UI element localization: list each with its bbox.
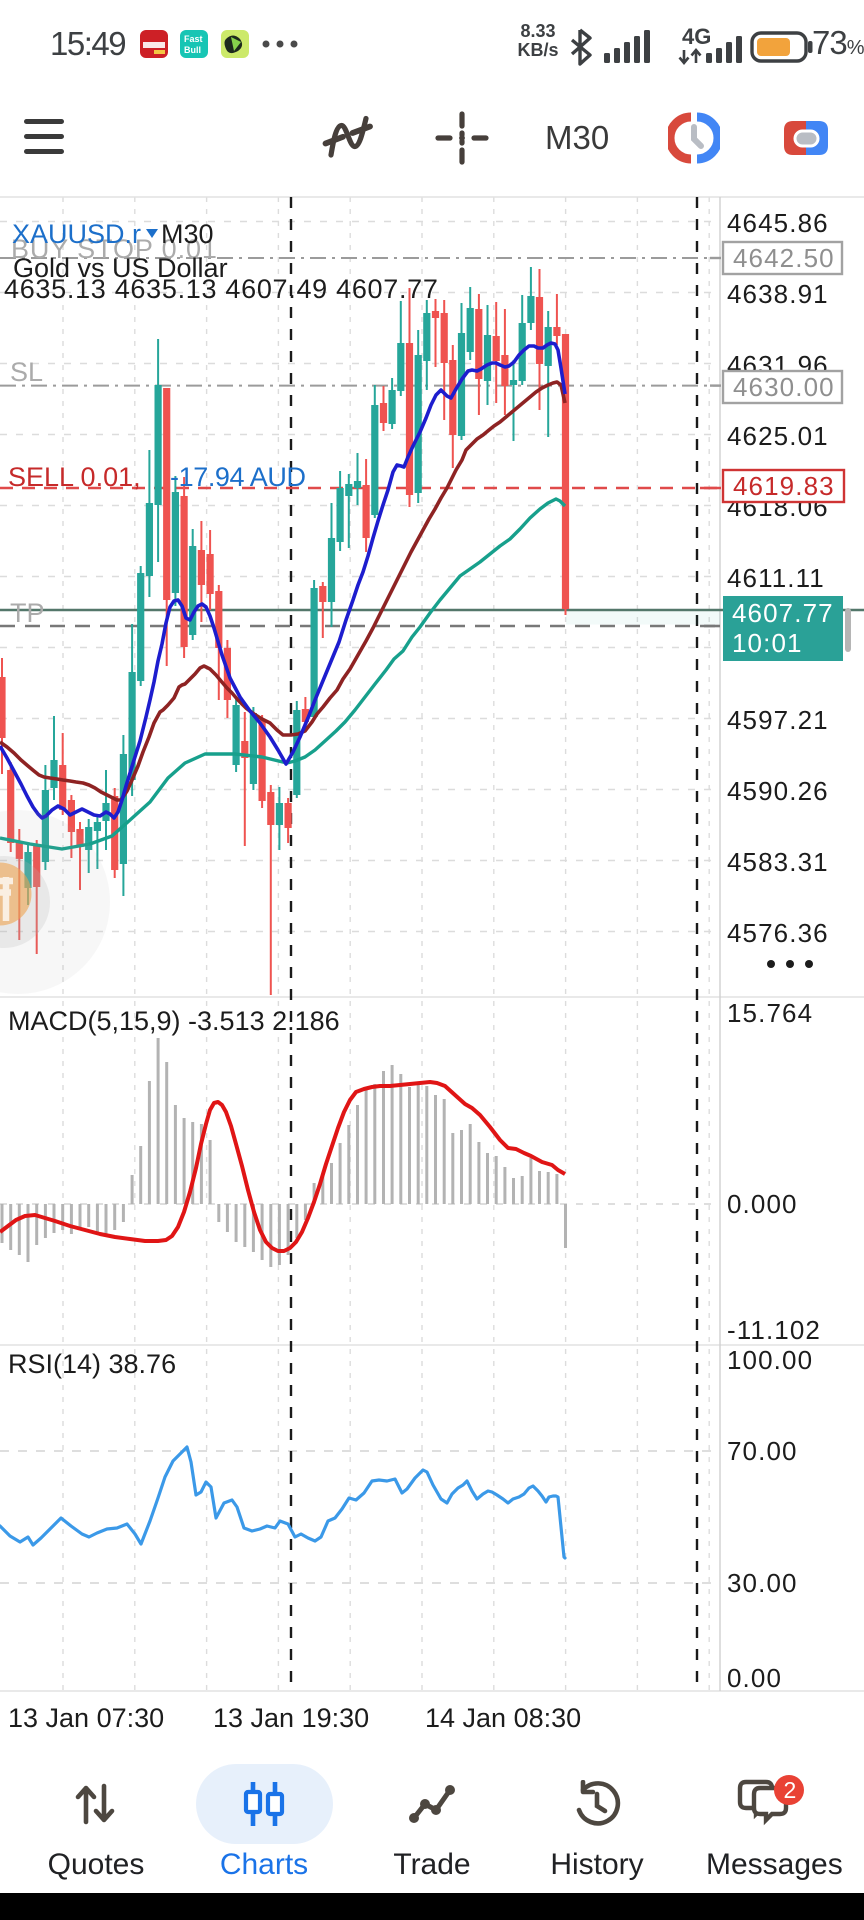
svg-text:15.764: 15.764 [727,998,813,1028]
svg-text:4607.77: 4607.77 [732,598,834,628]
svg-text:4576.36: 4576.36 [727,918,829,948]
svg-text:4642.50: 4642.50 [733,243,835,273]
svg-text:4638.91: 4638.91 [727,279,829,309]
svg-text:2: 2 [784,1777,797,1803]
svg-text:Fast: Fast [184,34,203,44]
svg-text:0.00: 0.00 [727,1663,782,1693]
svg-text:70.00: 70.00 [727,1436,798,1466]
svg-text:4583.31: 4583.31 [727,847,829,877]
svg-text:100.00: 100.00 [727,1345,813,1375]
svg-text:XAUUSD.r: XAUUSD.r [12,219,141,249]
svg-text:13 Jan 19:30: 13 Jan 19:30 [213,1703,369,1733]
svg-text:14 Jan 08:30: 14 Jan 08:30 [425,1703,581,1733]
svg-text:4590.26: 4590.26 [727,776,829,806]
svg-text:TP: TP [10,598,45,628]
svg-text:-11.102: -11.102 [727,1315,821,1345]
svg-text:4G: 4G [682,24,711,49]
svg-text:4630.00: 4630.00 [733,372,835,402]
svg-text:Bull: Bull [184,45,201,55]
svg-text:4625.01: 4625.01 [727,421,829,451]
svg-text:4597.21: 4597.21 [727,705,829,735]
svg-text:MACD(5,15,9) -3.513 2.186: MACD(5,15,9) -3.513 2.186 [8,1006,340,1036]
svg-text:13 Jan 07:30: 13 Jan 07:30 [8,1703,164,1733]
svg-text:4635.13 4635.13 4607.49 4607.7: 4635.13 4635.13 4607.49 4607.77 [4,274,439,304]
svg-text:30.00: 30.00 [727,1568,798,1598]
svg-text:Gold vs US Dollar: Gold vs US Dollar [13,253,228,283]
svg-text:10:01: 10:01 [732,628,803,658]
svg-text:BUY STOP 0.01: BUY STOP 0.01 [11,234,218,264]
svg-text:M30: M30 [161,219,214,249]
svg-text:4619.83: 4619.83 [733,471,835,501]
svg-text:0.000: 0.000 [727,1189,798,1219]
svg-text:-17.94 AUD: -17.94 AUD [170,462,306,492]
svg-text:4611.11: 4611.11 [727,563,825,593]
svg-text:RSI(14) 38.76: RSI(14) 38.76 [8,1349,176,1379]
svg-text:SL: SL [10,357,43,387]
svg-text:SELL 0.01,: SELL 0.01, [8,462,141,492]
svg-text:4645.86: 4645.86 [727,208,829,238]
